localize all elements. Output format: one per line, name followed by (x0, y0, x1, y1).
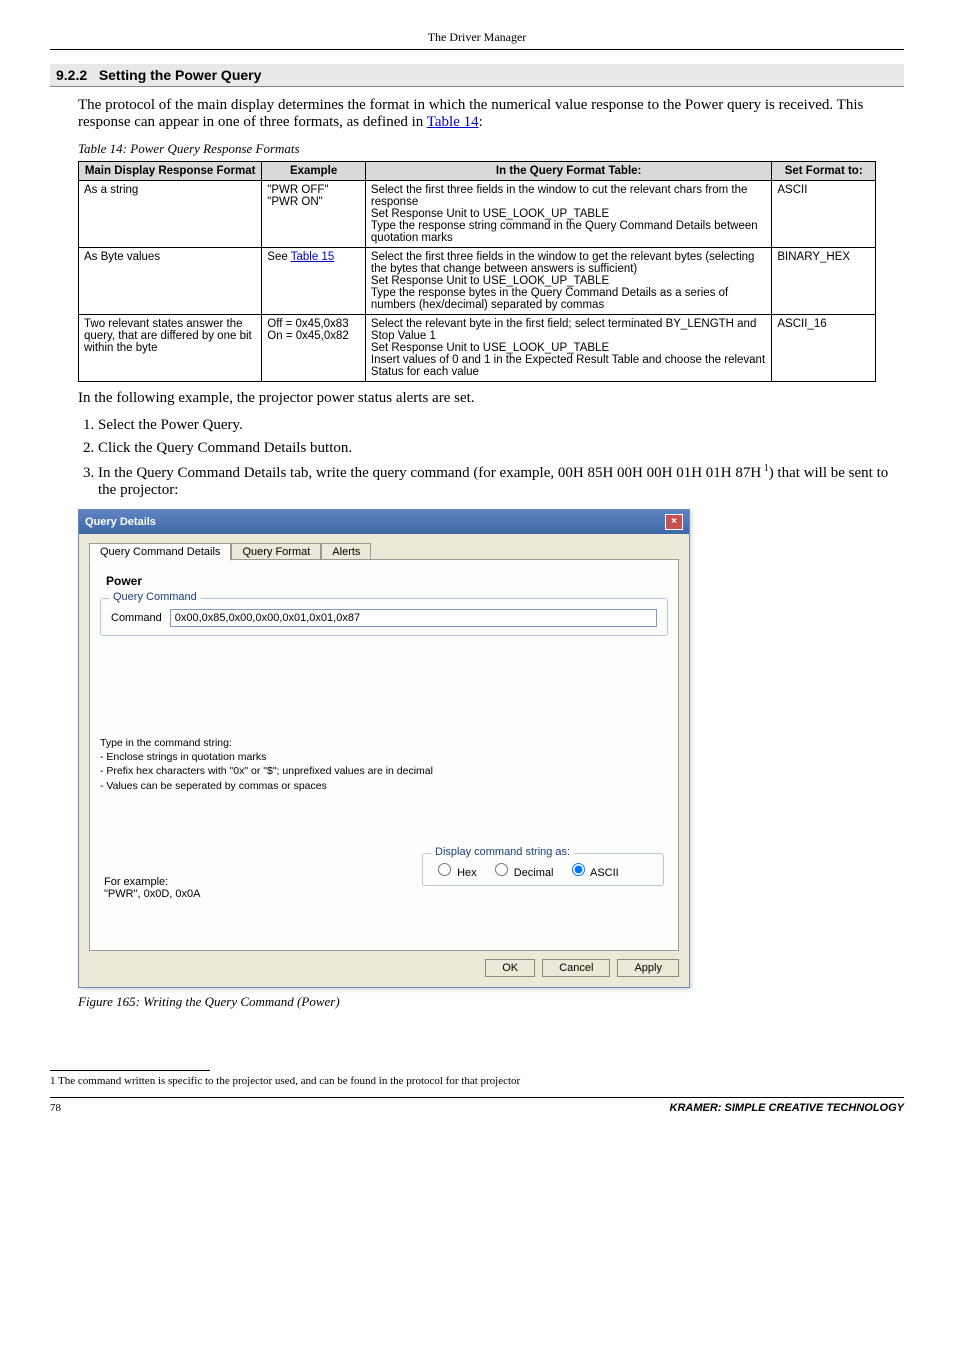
cell: As Byte values (79, 248, 262, 315)
command-input[interactable] (170, 609, 657, 627)
radio-hex-label: Hex (457, 867, 477, 879)
running-header: The Driver Manager (50, 30, 904, 50)
radio-decimal-label: Decimal (514, 867, 554, 879)
cell: ASCII_16 (772, 315, 876, 382)
radio-decimal-input[interactable] (495, 863, 508, 876)
step-3-text: In the Query Command Details tab, write … (98, 465, 761, 481)
th-example: Example (262, 162, 366, 181)
cell-text: See (267, 251, 290, 263)
steps-list: Select the Power Query. Click the Query … (98, 417, 904, 499)
example-block: For example: "PWR", 0x0D, 0x0A (104, 876, 200, 900)
radio-ascii[interactable]: ASCII (567, 867, 619, 879)
cell: "PWR OFF" "PWR ON" (262, 181, 366, 248)
step-item: Click the Query Command Details button. (98, 440, 904, 457)
section-number: 9.2.2 (56, 67, 87, 83)
dialog-title-text: Query Details (85, 516, 156, 528)
table-header-row: Main Display Response Format Example In … (79, 162, 876, 181)
footnote-text: 1 The command written is specific to the… (50, 1075, 904, 1087)
query-details-dialog: Query Details × Query Command Details Qu… (78, 509, 690, 988)
cell: BINARY_HEX (772, 248, 876, 315)
th-format: Main Display Response Format (79, 162, 262, 181)
hint-text: Type in the command string: - Enclose st… (100, 736, 668, 793)
cancel-button[interactable]: Cancel (542, 959, 610, 977)
post-table-text: In the following example, the projector … (78, 390, 904, 407)
dialog-titlebar: Query Details × (79, 510, 689, 534)
cell: As a string (79, 181, 262, 248)
th-setformat: Set Format to: (772, 162, 876, 181)
table-row: As a string "PWR OFF" "PWR ON" Select th… (79, 181, 876, 248)
cell: Two relevant states answer the query, th… (79, 315, 262, 382)
table-14-link[interactable]: Table 14 (427, 114, 479, 130)
query-command-group: Query Command Command (100, 598, 668, 636)
table-row: Two relevant states answer the query, th… (79, 315, 876, 382)
radio-ascii-label: ASCII (590, 867, 619, 879)
command-label: Command (111, 612, 162, 624)
table-caption: Table 14: Power Query Response Formats (78, 141, 904, 157)
intro-text-b: : (479, 114, 483, 130)
section-heading: 9.2.2 Setting the Power Query (50, 64, 904, 87)
cell: Off = 0x45,0x83 On = 0x45,0x82 (262, 315, 366, 382)
footer-brand: KRAMER: SIMPLE CREATIVE TECHNOLOGY (670, 1102, 904, 1114)
table-15-link[interactable]: Table 15 (291, 251, 334, 263)
example-label: For example: (104, 876, 200, 888)
radio-decimal[interactable]: Decimal (490, 867, 554, 879)
cell: Select the first three fields in the win… (365, 181, 771, 248)
radio-hex-input[interactable] (438, 863, 451, 876)
step-item: Select the Power Query. (98, 417, 904, 434)
radio-ascii-input[interactable] (572, 863, 585, 876)
radio-hex[interactable]: Hex (433, 867, 477, 879)
th-query: In the Query Format Table: (365, 162, 771, 181)
tab-strip: Query Command Details Query Format Alert… (89, 542, 679, 560)
cell: Select the relevant byte in the first fi… (365, 315, 771, 382)
page-footer: 78 KRAMER: SIMPLE CREATIVE TECHNOLOGY (50, 1097, 904, 1114)
cell: Select the first three fields in the win… (365, 248, 771, 315)
display-as-group: Display command string as: Hex Decimal A… (422, 853, 664, 886)
dialog-button-row: OK Cancel Apply (89, 959, 679, 977)
footnote-ref: 1 (761, 463, 769, 474)
page-number: 78 (50, 1102, 61, 1114)
dialog-body: Query Command Details Query Format Alert… (79, 534, 689, 987)
tab-panel: Power Query Command Command Type in the … (89, 559, 679, 951)
table-row: As Byte values See Table 15 Select the f… (79, 248, 876, 315)
figure-caption: Figure 165: Writing the Query Command (P… (78, 994, 904, 1010)
cell: ASCII (772, 181, 876, 248)
step-item: In the Query Command Details tab, write … (98, 463, 904, 499)
tab-query-command-details[interactable]: Query Command Details (89, 543, 231, 561)
footnote-separator (50, 1070, 210, 1071)
ok-button[interactable]: OK (485, 959, 535, 977)
group-legend: Query Command (109, 591, 201, 603)
example-value: "PWR", 0x0D, 0x0A (104, 888, 200, 900)
intro-paragraph: The protocol of the main display determi… (78, 97, 904, 131)
cell: See Table 15 (262, 248, 366, 315)
display-legend: Display command string as: (431, 846, 574, 858)
power-heading: Power (106, 574, 668, 588)
apply-button[interactable]: Apply (617, 959, 679, 977)
formats-table: Main Display Response Format Example In … (78, 161, 876, 382)
close-icon[interactable]: × (665, 514, 683, 530)
section-title-text: Setting the Power Query (99, 67, 262, 83)
